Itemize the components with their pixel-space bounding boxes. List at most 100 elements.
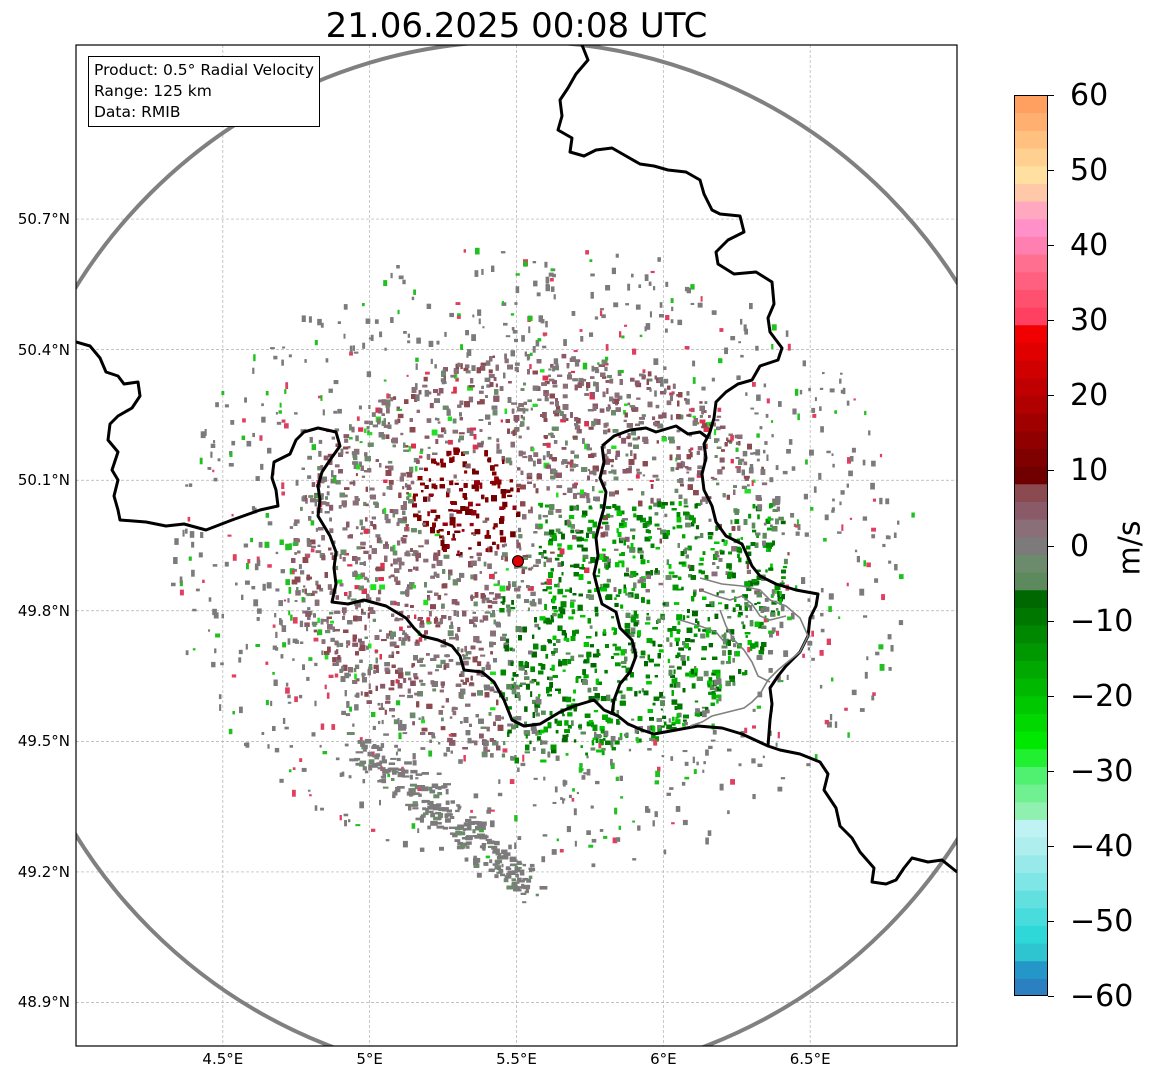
colorbar-swatch: [1014, 554, 1048, 573]
colorbar-swatch: [1014, 413, 1048, 432]
colorbar-swatch: [1014, 483, 1048, 502]
colorbar-tick: [1048, 95, 1054, 96]
colorbar-swatch: [1014, 430, 1048, 449]
colorbar-frame: [1014, 95, 1048, 996]
colorbar-swatch: [1014, 572, 1048, 591]
colorbar-tick: [1048, 320, 1054, 322]
colorbar-tick: [1048, 620, 1054, 622]
colorbar-tick: [1048, 470, 1054, 472]
colorbar-swatch: [1014, 589, 1048, 608]
country-borders: [76, 45, 957, 886]
colorbar-tick: [1048, 170, 1054, 172]
colorbar-swatch: [1014, 395, 1048, 414]
colorbar-swatch: [1014, 201, 1048, 220]
colorbar-swatch: [1014, 713, 1048, 732]
colorbar-tick-label: −30: [1070, 753, 1134, 789]
range-line: Range: 125 km: [94, 82, 212, 100]
lon-tick-label: 5.5°E: [496, 1050, 537, 1068]
colorbar-swatch: [1014, 112, 1048, 131]
colorbar-tick: [1048, 245, 1054, 247]
product-line: Product: 0.5° Radial Velocity: [94, 61, 314, 79]
colorbar-tick-label: 10: [1070, 453, 1109, 489]
colorbar-swatch: [1014, 748, 1048, 767]
colorbar-tick: [1048, 770, 1054, 772]
border-east: [556, 45, 957, 886]
colorbar-tick-label: −10: [1070, 603, 1134, 639]
colorbar-swatch: [1014, 148, 1048, 167]
colorbar-unit-label: m/s: [1112, 520, 1148, 576]
colorbar-swatch: [1014, 784, 1048, 803]
velocity-colorbar: [1014, 95, 1048, 996]
colorbar-swatch: [1014, 342, 1048, 361]
colorbar-swatch: [1014, 943, 1048, 962]
colorbar-tick: [1048, 545, 1054, 547]
map-title: 21.06.2025 00:08 UTC: [325, 6, 708, 46]
lat-tick-label: 50.4°N: [17, 340, 70, 359]
colorbar-swatch: [1014, 519, 1048, 538]
lat-tick-label: 50.1°N: [17, 471, 70, 490]
lat-tick-label: 49.8°N: [17, 601, 70, 620]
colorbar-swatch: [1014, 254, 1048, 273]
colorbar-swatch: [1014, 289, 1048, 308]
colorbar-tick: [1048, 845, 1054, 847]
luxembourg-border: [679, 577, 809, 727]
colorbar-swatch: [1014, 766, 1048, 785]
colorbar-swatch: [1014, 695, 1048, 714]
colorbar-swatch: [1014, 872, 1048, 891]
lon-tick-label: 6.5°E: [789, 1050, 831, 1068]
colorbar-swatch: [1014, 501, 1048, 520]
colorbar-swatch: [1014, 218, 1048, 237]
colorbar-swatch: [1014, 448, 1048, 467]
colorbar-swatch: [1014, 678, 1048, 697]
border-inner: [592, 424, 709, 715]
colorbar-swatch: [1014, 130, 1048, 149]
colorbar-tick: [1048, 395, 1054, 397]
colorbar-tick: [1048, 920, 1054, 922]
colorbar-swatch: [1014, 925, 1048, 944]
colorbar-tick-label: −50: [1070, 903, 1134, 939]
lat-tick-label: 50.7°N: [17, 210, 70, 229]
radar-echoes: [171, 247, 915, 904]
colorbar-swatch: [1014, 377, 1048, 396]
colorbar-swatch: [1014, 890, 1048, 909]
colorbar-swatch: [1014, 307, 1048, 326]
colorbar-tick-label: 20: [1070, 378, 1109, 414]
colorbar-tick-label: 60: [1070, 78, 1109, 113]
colorbar-tick-label: −20: [1070, 678, 1134, 714]
colorbar-tick-label: 0: [1070, 528, 1090, 564]
lat-tick-label: 49.5°N: [17, 732, 70, 751]
colorbar-swatch: [1014, 95, 1048, 114]
colorbar-swatch: [1014, 165, 1048, 184]
colorbar-swatch: [1014, 978, 1048, 996]
colorbar-tick-label: 40: [1070, 228, 1109, 264]
colorbar-swatch: [1014, 271, 1048, 290]
colorbar-swatch: [1014, 837, 1048, 856]
colorbar-tick: [1048, 996, 1054, 997]
map-frame: [75, 44, 958, 1047]
colorbar-swatch: [1014, 642, 1048, 661]
colorbar-swatch: [1014, 536, 1048, 555]
lon-tick-label: 6°E: [650, 1050, 677, 1068]
radar-site-marker: [511, 555, 524, 568]
border-west: [76, 340, 655, 736]
lat-tick-label: 49.2°N: [17, 862, 70, 881]
colorbar-swatch: [1014, 625, 1048, 644]
lat-tick-label: 48.9°N: [17, 993, 70, 1012]
colorbar-tick: [1048, 695, 1054, 697]
data-source-line: Data: RMIB: [94, 103, 181, 121]
colorbar-swatch: [1014, 660, 1048, 679]
colorbar-swatch: [1014, 360, 1048, 379]
colorbar-swatch: [1014, 960, 1048, 979]
colorbar-swatch: [1014, 819, 1048, 838]
colorbar-tick-label: −60: [1070, 979, 1134, 1014]
colorbar-tick-label: 50: [1070, 153, 1109, 189]
colorbar-swatch: [1014, 801, 1048, 820]
colorbar-swatch: [1014, 854, 1048, 873]
colorbar-swatch: [1014, 324, 1048, 343]
colorbar-tick-label: −40: [1070, 828, 1134, 864]
lon-tick-label: 5°E: [356, 1050, 383, 1068]
colorbar-swatch: [1014, 907, 1048, 926]
colorbar-tick-label: 30: [1070, 303, 1109, 339]
product-info-box: Product: 0.5° Radial Velocity Range: 125…: [88, 56, 320, 127]
